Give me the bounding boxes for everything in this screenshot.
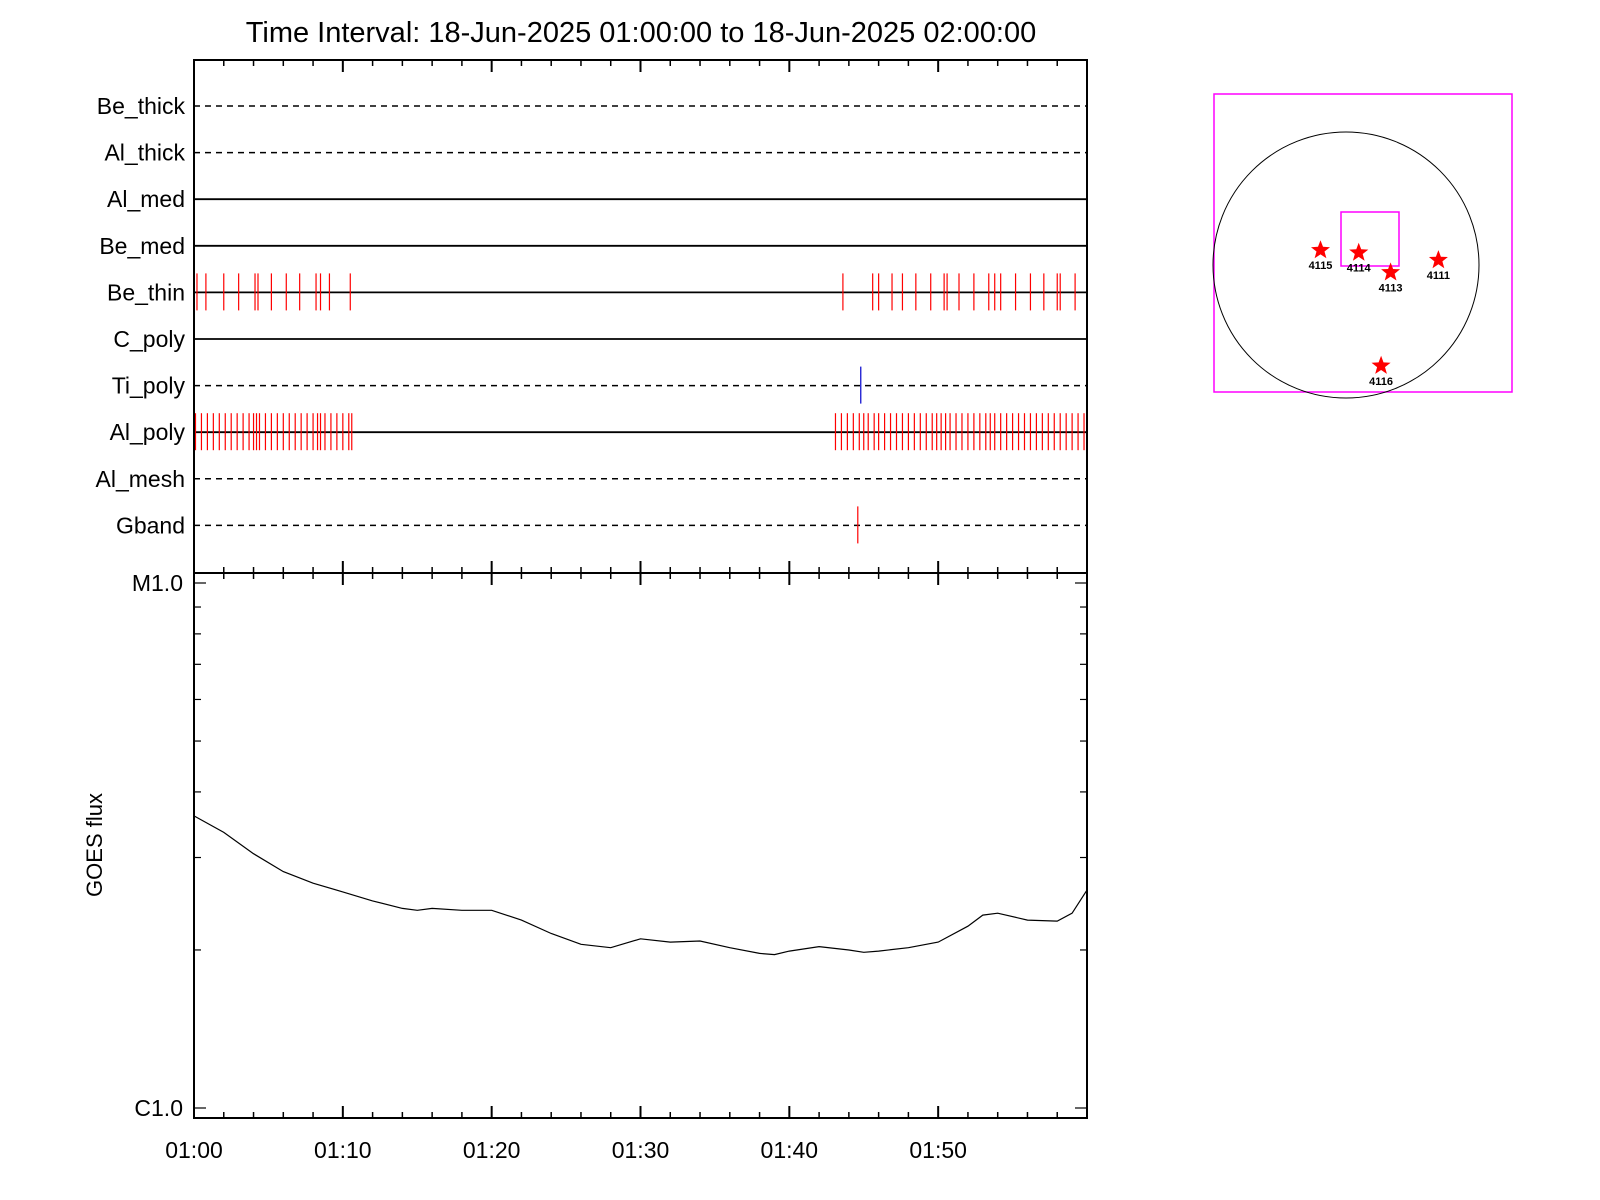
row-label-c-poly: C_poly <box>113 326 185 352</box>
x-tick-label: 01:30 <box>612 1137 670 1163</box>
flux-series-line <box>193 815 1088 956</box>
region-star <box>1349 242 1369 261</box>
region-star <box>1311 240 1330 259</box>
region-label: 4113 <box>1379 282 1403 294</box>
active-regions: 4115 4114 4113 4111 4116 <box>1309 240 1450 388</box>
row-label-be-thin: Be_thin <box>107 279 185 305</box>
row-label-ti-poly: Ti_poly <box>112 373 186 399</box>
chart-title: Time Interval: 18-Jun-2025 01:00:00 to 1… <box>246 17 1037 49</box>
row-label-al-med: Al_med <box>107 186 185 212</box>
region-star <box>1371 355 1391 374</box>
row-label-be-med: Be_med <box>99 233 185 259</box>
x-tick-label: 01:40 <box>761 1137 819 1163</box>
y-tick-label-m1: M1.0 <box>132 570 183 596</box>
row-label-be-thick: Be_thick <box>97 93 186 119</box>
x-tick-label: 01:20 <box>463 1137 521 1163</box>
row-label-gband: Gband <box>116 512 185 538</box>
event-timeline-panel: Be_thick Al_thick Al_med Be_med Be_thin C_pol… <box>96 59 1088 574</box>
solar-disk-map: 4115 4114 4113 4111 4116 <box>1212 93 1513 399</box>
region-star <box>1428 250 1448 269</box>
region-label: 4111 <box>1427 270 1450 282</box>
filter-events <box>194 273 1085 544</box>
region-label: 4114 <box>1347 263 1372 275</box>
flux-y-axis-label: GOES flux <box>82 793 107 897</box>
filter-rows: Be_thick Al_thick Al_med Be_med Be_thin C_pol… <box>96 93 1087 538</box>
region-label: 4115 <box>1309 260 1333 272</box>
x-tick-label: 01:10 <box>314 1137 372 1163</box>
x-tick-label: 01:50 <box>909 1137 967 1163</box>
x-tick-label: 01:00 <box>165 1137 223 1163</box>
x-tick-labels: 01:00 01:10 01:20 01:30 01:40 01:50 <box>165 1137 967 1163</box>
flux-frame <box>193 572 1088 1119</box>
region-label: 4116 <box>1369 376 1393 388</box>
row-label-al-poly: Al_poly <box>110 419 186 445</box>
region-star <box>1381 262 1401 281</box>
goes-flux-panel: M1.0C1.0 GOES flux 01:00 01:10 01:20 01:30 0… <box>82 570 1088 1163</box>
row-label-al-mesh: Al_mesh <box>96 466 185 492</box>
field-of-view-box <box>1340 211 1400 267</box>
solar-disk <box>1212 131 1480 399</box>
row-label-al-thick: Al_thick <box>104 140 185 166</box>
map-frame <box>1213 93 1513 393</box>
y-tick-label-c1: C1.0 <box>134 1095 183 1121</box>
